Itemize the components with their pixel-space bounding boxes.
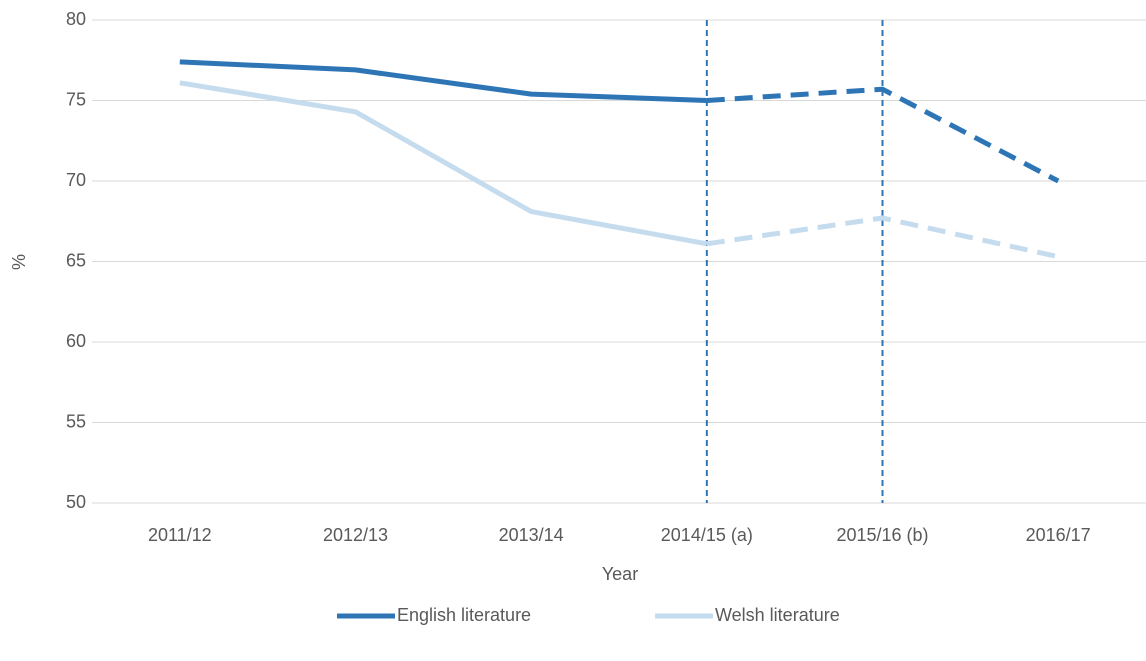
line-series-dashed: [706, 86, 1060, 184]
y-axis-label: %: [9, 254, 29, 270]
x-tick-label: 2015/16 (b): [836, 525, 928, 545]
line-series: [179, 80, 708, 247]
line-series-dashed: [706, 215, 1059, 260]
line-series: [179, 59, 707, 103]
y-tick-label: 80: [66, 9, 86, 29]
legend-label: English literature: [397, 605, 531, 625]
y-tick-label: 75: [66, 89, 86, 109]
y-tick-label: 70: [66, 170, 86, 190]
y-tick-label: 55: [66, 411, 86, 431]
x-tick-label: 2012/13: [323, 525, 388, 545]
x-tick-label: 2011/12: [148, 525, 212, 545]
legend-label: Welsh literature: [715, 605, 840, 625]
x-tick-label: 2014/15 (a): [661, 525, 753, 545]
y-tick-label: 65: [66, 250, 86, 270]
x-tick-label: 2016/17: [1026, 525, 1091, 545]
y-tick-label: 50: [66, 492, 86, 512]
y-tick-label: 60: [66, 331, 86, 351]
x-tick-label: 2013/14: [499, 525, 564, 545]
x-axis-label: Year: [602, 564, 638, 584]
